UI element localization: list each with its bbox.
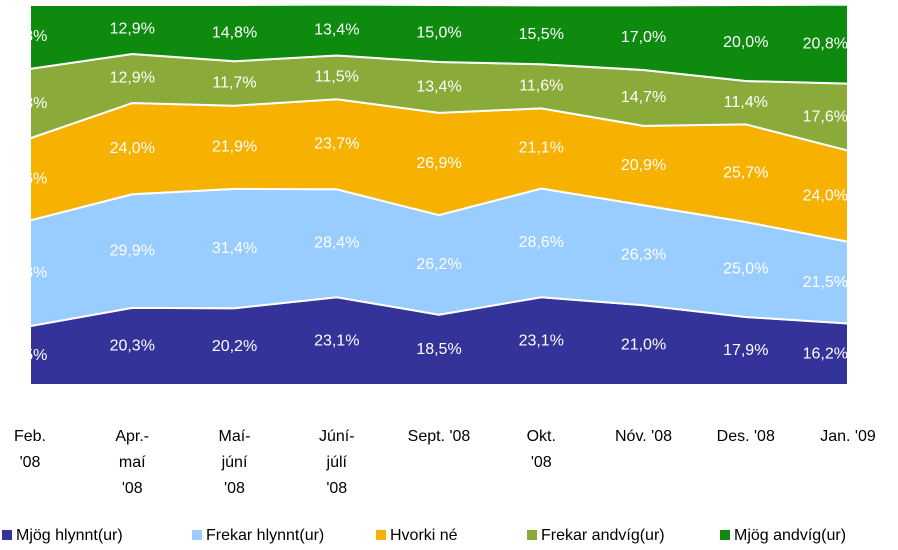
- x-tick-label: Feb. '08: [13, 428, 46, 471]
- data-label: 24,0%: [803, 187, 848, 204]
- data-label: 23,1%: [519, 332, 564, 349]
- data-label: 12,9%: [110, 70, 155, 87]
- data-label: 11,4%: [724, 94, 768, 111]
- data-label: 26,2%: [416, 256, 461, 273]
- x-tick-label: Des. '08: [716, 428, 775, 445]
- x-tick-label: Nóv. '08: [614, 428, 672, 445]
- data-label: 20,9%: [621, 157, 666, 174]
- data-label: 11,6%: [519, 78, 563, 95]
- legend-swatch: [720, 530, 730, 540]
- data-label: 21,5%: [803, 274, 848, 291]
- legend-swatch: [527, 530, 537, 540]
- data-label: 16,8%: [2, 28, 47, 45]
- legend-item: Mjög hlynnt(ur): [2, 527, 123, 545]
- legend-label: Hvorki né: [390, 527, 458, 544]
- data-label: 23,1%: [314, 332, 359, 349]
- data-label: 18,5%: [416, 341, 461, 358]
- data-label: 13,4%: [314, 21, 359, 38]
- data-label: 26,3%: [621, 246, 666, 263]
- x-tick-label: Maí- júní '08: [218, 428, 251, 497]
- data-label: 16,2%: [803, 345, 848, 362]
- legend-swatch: [376, 530, 386, 540]
- data-label: 28,4%: [314, 234, 359, 251]
- legend-item: Hvorki né: [376, 527, 458, 545]
- plot: 15,5% 20,3% 20,2% 23,1% 18,5% 23,1% 21,0% 17,9%…: [2, 3, 849, 385]
- data-label: 23,7%: [314, 135, 359, 152]
- data-label: 17,9%: [723, 342, 768, 359]
- data-label: 25,7%: [723, 164, 768, 181]
- legend-swatch: [192, 530, 202, 540]
- legend-item: Frekar hlynnt(ur): [192, 527, 324, 545]
- x-tick-label: Júní- júlí '08: [318, 428, 355, 497]
- data-label: 21,0%: [621, 336, 666, 353]
- data-label: 15,0%: [416, 25, 461, 42]
- data-label: 26,9%: [416, 155, 461, 172]
- data-label: 20,3%: [110, 338, 155, 355]
- data-label: 29,9%: [110, 242, 155, 259]
- legend-item: Frekar andvíg(ur): [527, 527, 665, 545]
- data-label: 21,1%: [519, 140, 564, 157]
- legend-label: Mjög andvíg(ur): [734, 527, 847, 544]
- data-label: 24,0%: [110, 140, 155, 157]
- data-label: 20,2%: [212, 338, 257, 355]
- data-label: 28,6%: [519, 234, 564, 251]
- data-label: 12,9%: [110, 21, 155, 38]
- data-label: 17,6%: [803, 108, 848, 125]
- data-label: 25,0%: [723, 261, 768, 278]
- legend-swatch: [2, 530, 12, 540]
- data-label: 11,7%: [212, 75, 256, 92]
- x-tick-label: Okt. '08: [526, 428, 556, 471]
- x-tick-label: Apr.- maí '08: [115, 428, 150, 497]
- data-label: 18,3%: [2, 95, 47, 112]
- x-tick-label: Jan. '09: [820, 428, 876, 445]
- legend-item: Mjög andvíg(ur): [720, 527, 846, 545]
- data-label: 20,0%: [723, 34, 768, 51]
- data-label: 15,5%: [519, 26, 564, 43]
- data-label: 14,7%: [621, 89, 666, 106]
- data-label: 27,8%: [2, 264, 47, 281]
- data-label: 13,4%: [416, 79, 461, 96]
- x-tick-label: Sept. '08: [407, 428, 471, 445]
- area: [29, 3, 849, 85]
- data-label: 21,9%: [212, 139, 257, 156]
- data-label: 11,5%: [315, 69, 359, 86]
- data-label: 21,6%: [2, 171, 47, 188]
- data-label: 15,5%: [2, 347, 47, 364]
- data-label: 31,4%: [212, 240, 257, 257]
- legend-label: Frekar andvíg(ur): [541, 527, 665, 544]
- data-label: 20,8%: [803, 35, 848, 52]
- data-label: 14,8%: [212, 24, 257, 41]
- legend-label: Mjög hlynnt(ur): [16, 527, 123, 544]
- data-label: 17,0%: [621, 29, 666, 46]
- legend-label: Frekar hlynnt(ur): [206, 527, 325, 544]
